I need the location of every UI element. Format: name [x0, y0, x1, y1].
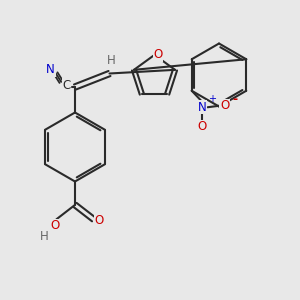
Text: C: C	[62, 79, 71, 92]
Text: H: H	[106, 54, 116, 68]
Text: O: O	[154, 48, 163, 62]
Text: O: O	[220, 99, 229, 112]
Text: O: O	[50, 219, 59, 232]
Text: N: N	[198, 101, 207, 114]
Text: O: O	[94, 214, 103, 227]
Text: +: +	[208, 94, 216, 104]
Text: N: N	[46, 63, 55, 76]
Text: -: -	[233, 93, 238, 106]
Text: O: O	[198, 120, 207, 133]
Text: H: H	[39, 230, 48, 243]
